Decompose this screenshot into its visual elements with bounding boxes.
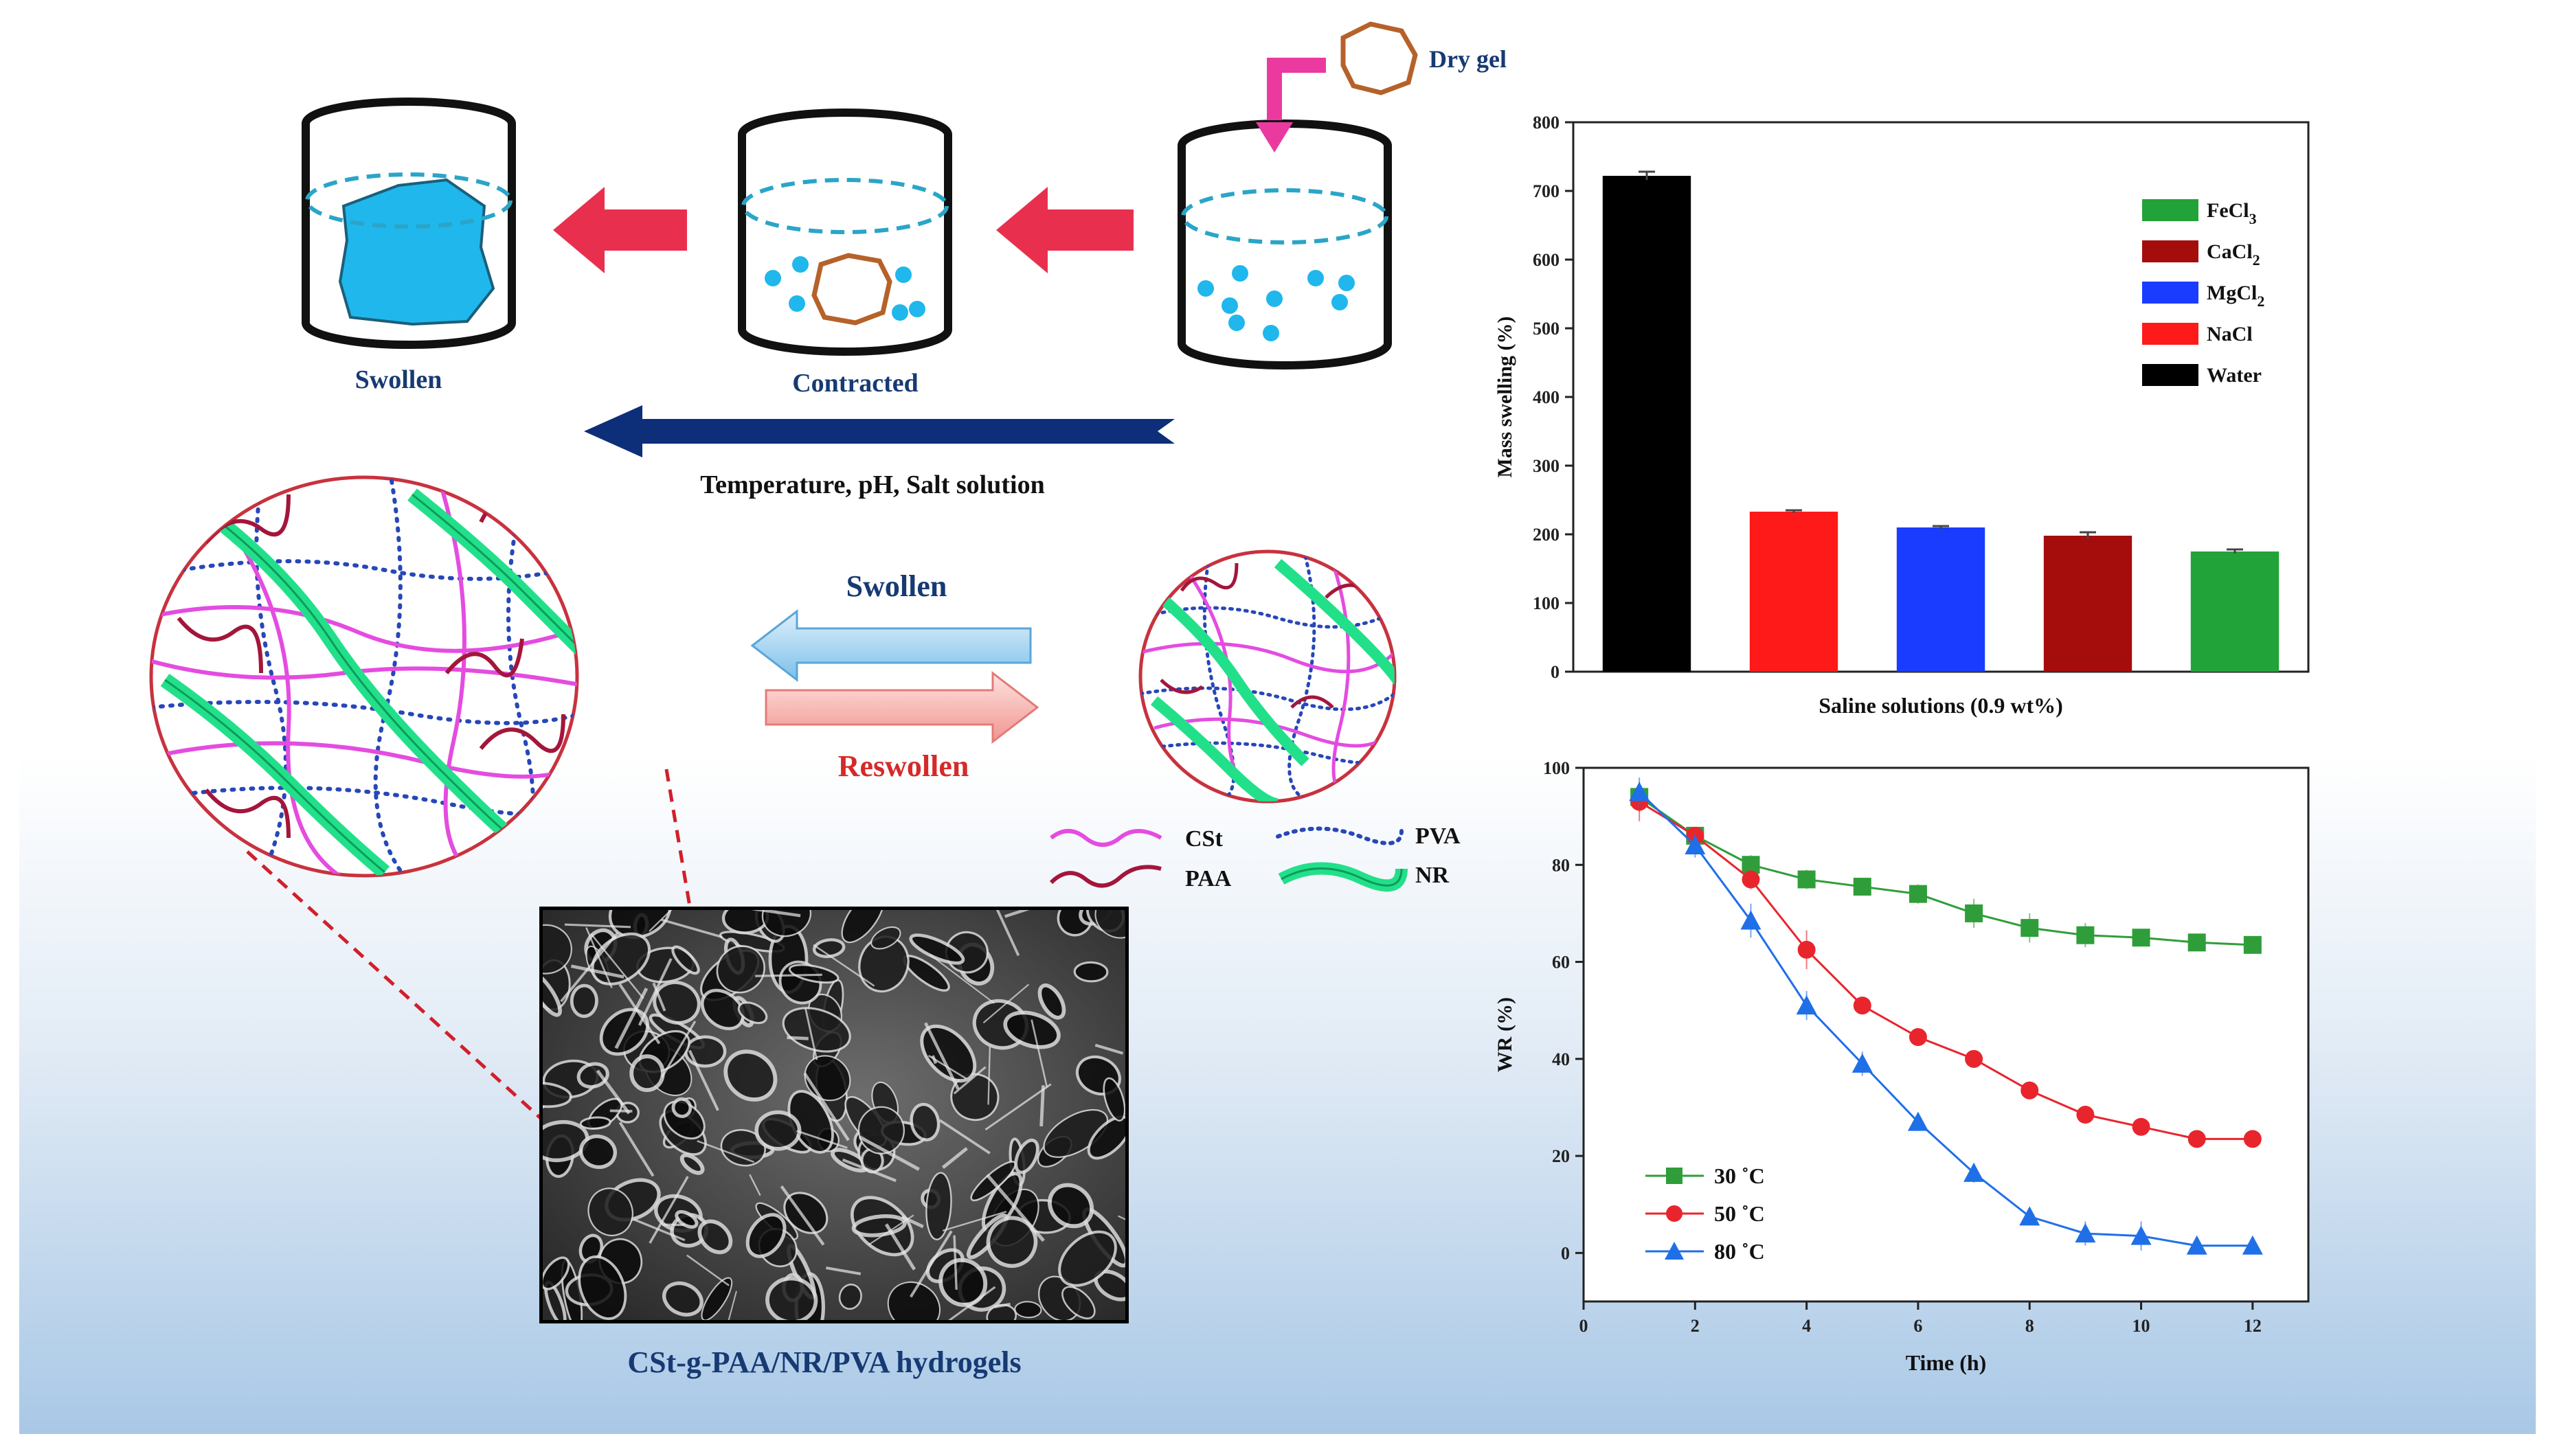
bar-legend-swatch [2142, 323, 2198, 345]
series-marker-circle [2188, 1130, 2206, 1148]
line-xtick-label: 6 [1913, 1316, 1922, 1336]
series-marker-square [2021, 919, 2038, 937]
reswollen-arrow-label: Reswollen [838, 749, 969, 783]
line-xlabel: Time (h) [1906, 1350, 1987, 1375]
swollen-arrow-label: Swollen [846, 569, 947, 603]
series-marker-circle [1666, 1205, 1682, 1222]
figure-caption: CSt-g-PAA/NR/PVA hydrogels [627, 1345, 1021, 1379]
series-marker-circle [2132, 1118, 2150, 1136]
bar-legend-swatch [2142, 240, 2198, 262]
line-xtick-label: 0 [1579, 1316, 1588, 1336]
line-legend-label: 80 ˚C [1714, 1239, 1765, 1264]
series-marker-circle [1965, 1050, 1983, 1068]
line-ylabel: WR (%) [1494, 997, 1516, 1072]
bar-ylabel: Mass swelling (%) [1494, 317, 1516, 478]
series-marker-square [1909, 885, 1927, 903]
series-marker-square [2244, 936, 2262, 954]
line-xtick-label: 12 [2244, 1316, 2262, 1336]
bar-legend-label: Water [2207, 364, 2262, 387]
bar-mgcl2 [1897, 527, 1985, 672]
line-xtick-label: 8 [2025, 1316, 2034, 1336]
contracted-label: Contracted [792, 369, 919, 398]
stimuli-label: Temperature, pH, Salt solution [700, 470, 1044, 499]
bar-legend-swatch [2142, 199, 2198, 221]
line-xtick-label: 10 [2132, 1316, 2150, 1336]
line-ytick-label: 80 [1552, 855, 1570, 875]
line-ytick-label: 60 [1552, 953, 1570, 972]
series-marker-square [2076, 926, 2094, 944]
legend-pva: PVA [1415, 823, 1461, 849]
dry-gel-label: Dry gel [1429, 45, 1507, 73]
legend-paa: PAA [1185, 866, 1232, 891]
bar-nacl [1750, 512, 1838, 672]
series-marker-square [1666, 1168, 1682, 1184]
bar-ytick-label: 100 [1533, 593, 1560, 613]
beaker-swollen [306, 102, 512, 345]
legend-cst: CSt [1185, 826, 1223, 852]
series-marker-square [2188, 933, 2206, 951]
line-xtick-label: 2 [1691, 1316, 1700, 1336]
bar-water [1603, 176, 1691, 672]
line-ytick-label: 40 [1552, 1049, 1570, 1069]
line-legend-label: 50 ˚C [1714, 1201, 1765, 1226]
bar-ytick-label: 500 [1533, 319, 1560, 339]
bar-legend-swatch [2142, 282, 2198, 304]
beaker-water [1182, 124, 1388, 365]
bar-ytick-label: 200 [1533, 525, 1560, 545]
bar-fecl3 [2191, 551, 2279, 672]
bar-ytick-label: 0 [1551, 662, 1560, 682]
series-marker-square [1798, 870, 1816, 888]
bar-cacl2 [2044, 536, 2132, 672]
line-ytick-label: 100 [1543, 758, 1570, 778]
bar-ytick-label: 700 [1533, 181, 1560, 201]
series-marker-circle [2076, 1106, 2094, 1124]
series-marker-circle [1854, 997, 1871, 1014]
line-legend-label: 30 ˚C [1714, 1163, 1765, 1188]
swollen-label: Swollen [355, 365, 442, 394]
bar-ytick-label: 400 [1533, 387, 1560, 407]
series-marker-circle [2021, 1082, 2038, 1100]
bar-legend-label: NaCl [2207, 323, 2253, 345]
bar-ytick-label: 600 [1533, 250, 1560, 270]
series-marker-circle [1909, 1028, 1927, 1046]
series-marker-square [1854, 878, 1871, 896]
line-chart: 0 20 40 60 80 100 0 2 4 6 8 10 12 30 ˚C 50 ˚C 80 ˚C Time… [1494, 758, 2308, 1375]
series-marker-circle [1742, 870, 1759, 888]
line-xtick-label: 4 [1802, 1316, 1811, 1336]
bar-ytick-label: 300 [1533, 456, 1560, 476]
series-marker-square [1965, 905, 1983, 922]
series-marker-circle [2244, 1130, 2262, 1148]
bar-legend-swatch [2142, 364, 2198, 386]
dry-gel-icon [1343, 24, 1415, 93]
line-ytick-label: 0 [1561, 1243, 1570, 1263]
beaker-contracted [742, 113, 948, 352]
series-marker-square [2132, 929, 2150, 946]
series-marker-circle [1798, 941, 1816, 959]
bar-chart: 0 100 200 300 400 500 600 700 800 Saline solution… [1494, 113, 2308, 718]
bar-ytick-label: 800 [1533, 113, 1560, 133]
line-ytick-label: 20 [1552, 1146, 1570, 1166]
legend-nr: NR [1415, 863, 1450, 888]
bar-xlabel: Saline solutions (0.9 wt%) [1819, 693, 2063, 718]
